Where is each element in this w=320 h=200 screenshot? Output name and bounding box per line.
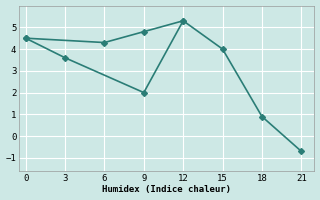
X-axis label: Humidex (Indice chaleur): Humidex (Indice chaleur) xyxy=(102,185,231,194)
